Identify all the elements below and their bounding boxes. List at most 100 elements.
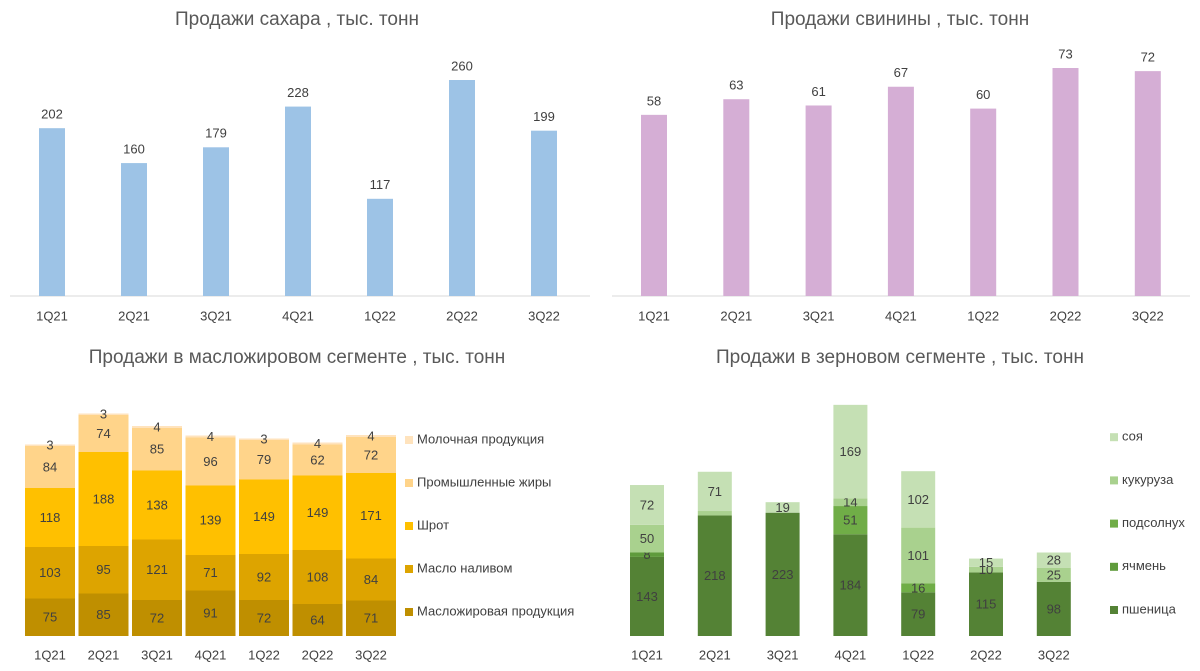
data-label: 84: [43, 459, 57, 474]
legend-swatch: [1110, 606, 1118, 614]
bar-segment: [901, 471, 936, 528]
bar: [285, 106, 311, 296]
bar-segment: [969, 558, 1003, 567]
x-tick-label: 4Q21: [834, 647, 866, 662]
bar: [1134, 71, 1161, 296]
legend-label: Масло наливом: [417, 560, 513, 575]
legend-swatch: [1110, 476, 1118, 485]
data-label: 171: [360, 508, 382, 523]
data-label: 58: [647, 93, 661, 108]
data-label: 19: [775, 500, 789, 515]
legend-swatch: [405, 522, 413, 530]
bar: [121, 163, 147, 296]
data-label: 67: [894, 65, 908, 80]
bar-segment: [765, 512, 800, 636]
legend-label: Промышленные жиры: [417, 474, 551, 489]
legend-label: кукуруза: [1122, 472, 1174, 487]
bar-segment: [833, 498, 868, 507]
data-label: 72: [1141, 50, 1155, 65]
bar: [203, 147, 229, 296]
data-label: 223: [772, 567, 794, 582]
bar-segment: [765, 502, 800, 513]
bar-segment: [78, 546, 129, 594]
data-label: 72: [257, 610, 271, 625]
x-tick-label: 2Q21: [118, 308, 150, 323]
bar-segment: [630, 552, 664, 557]
bar: [39, 128, 65, 296]
data-label: 188: [93, 491, 115, 506]
bar-segment: [78, 415, 129, 452]
data-label: 4: [367, 428, 374, 443]
bar: [449, 80, 475, 296]
data-label: 60: [976, 87, 990, 102]
data-label: 85: [150, 442, 164, 457]
data-label: 4: [207, 429, 214, 444]
bar-segment: [292, 442, 343, 445]
bar: [970, 108, 997, 296]
data-label: 143: [636, 589, 658, 604]
data-label: 108: [307, 569, 329, 584]
x-tick-label: 1Q22: [967, 308, 999, 323]
bar-segment: [969, 572, 1003, 636]
data-label: 8: [643, 547, 650, 562]
data-label: 72: [640, 497, 654, 512]
x-tick-label: 4Q21: [282, 308, 314, 323]
data-label: 101: [907, 548, 929, 563]
legend-label: Шрот: [417, 517, 449, 532]
bar-segment: [346, 558, 396, 601]
data-label: 61: [811, 84, 825, 99]
data-label: 16: [911, 580, 925, 595]
data-label: 102: [907, 492, 929, 507]
x-tick-label: 2Q21: [88, 647, 120, 662]
x-tick-label: 1Q21: [638, 308, 670, 323]
data-label: 92: [257, 569, 271, 584]
x-tick-label: 3Q22: [1038, 647, 1070, 662]
data-label: 98: [1047, 601, 1061, 616]
bar-segment: [697, 471, 732, 512]
data-label: 260: [451, 58, 473, 73]
chart-title: Продажи сахара , тыс. тонн: [175, 9, 419, 30]
legend-label: пшеница: [1122, 601, 1177, 616]
legend-label: Масложировая продукция: [417, 603, 574, 618]
bar-segment: [239, 554, 289, 600]
chart-title: Продажи в зерновом сегменте , тыс. тонн: [716, 347, 1084, 368]
bar-segment: [901, 527, 936, 584]
bar: [1052, 68, 1079, 296]
data-label: 72: [364, 447, 378, 462]
bar-segment: [833, 506, 868, 535]
legend-swatch: [1110, 433, 1118, 442]
bar-segment: [239, 479, 289, 554]
x-tick-label: 2Q22: [970, 647, 1002, 662]
data-label: 63: [729, 78, 743, 93]
bar-segment: [132, 470, 182, 540]
x-tick-label: 1Q22: [364, 308, 396, 323]
data-label: 50: [640, 531, 654, 546]
data-label: 184: [840, 578, 862, 593]
x-tick-label: 1Q21: [631, 647, 663, 662]
data-label: 28: [1047, 553, 1061, 568]
data-label: 139: [200, 513, 222, 528]
data-label: 51: [843, 513, 857, 528]
bar-segment: [697, 515, 732, 636]
bar-segment: [901, 592, 936, 636]
data-label: 15: [979, 555, 993, 570]
bar-segment: [630, 524, 664, 553]
data-label: 3: [100, 407, 107, 422]
bar-segment: [185, 435, 236, 438]
legend-swatch: [405, 608, 413, 616]
bar-segment: [132, 539, 182, 600]
bar-segment: [901, 583, 936, 593]
bar-segment: [132, 428, 182, 471]
data-label: 4: [314, 436, 321, 451]
x-tick-label: 3Q21: [803, 308, 835, 323]
x-tick-label: 3Q22: [355, 647, 387, 662]
x-tick-label: 3Q22: [1132, 308, 1164, 323]
data-label: 228: [287, 85, 309, 100]
bar-segment: [25, 547, 75, 599]
bar-segment: [292, 444, 343, 476]
data-label: 25: [1047, 567, 1061, 582]
data-label: 71: [708, 484, 722, 499]
bar-segment: [346, 473, 396, 559]
bar-segment: [185, 485, 236, 555]
